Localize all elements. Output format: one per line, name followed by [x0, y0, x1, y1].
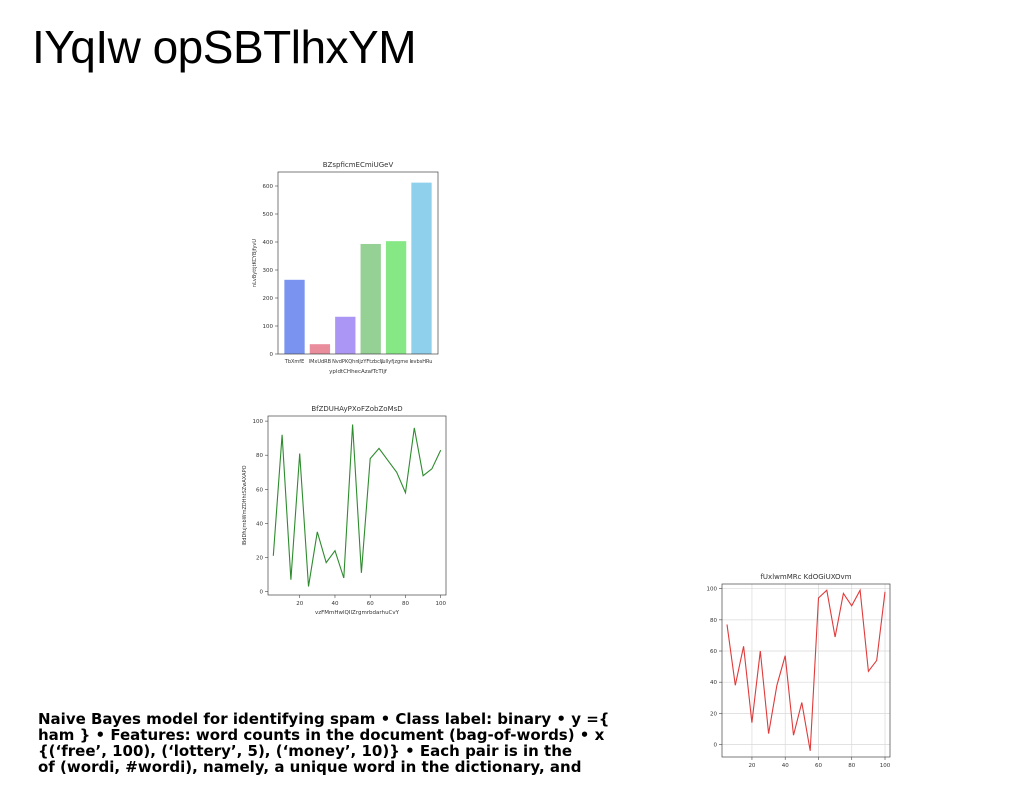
y-tick-label: 40 [256, 521, 263, 527]
bar [385, 241, 407, 354]
x-tick-label: 20 [748, 763, 755, 769]
y-tick-label: 100 [263, 324, 274, 330]
y-axis-label: lBdDfujmbWmZDHhtSZwAXAPO [242, 465, 248, 545]
body-line: {(‘free’, 100), (‘lottery’, 5), (‘money’… [38, 742, 573, 760]
x-tick-label: 40 [331, 601, 338, 607]
y-tick-label: 80 [710, 618, 717, 624]
bar [360, 243, 381, 354]
y-tick-label: 100 [253, 419, 264, 425]
x-tick-label: 20 [296, 601, 303, 607]
y-tick-label: 40 [710, 680, 717, 686]
body-line: ham } • Features: word counts in the doc… [38, 726, 605, 744]
y-tick-label: 400 [263, 240, 274, 246]
series-line [272, 424, 442, 587]
plot-frame [277, 171, 439, 355]
x-tick-label: 100 [880, 763, 891, 769]
bar [335, 316, 356, 354]
x-tick-label: jullyfjzgme I [380, 359, 411, 365]
y-tick-label: 500 [263, 212, 274, 218]
body-line: of (wordi, #wordi), namely, a unique wor… [38, 758, 582, 776]
red-line-chart: fUxlwmMRc KdOGiUXOvm 20 40 60 80 100 0 20 40 60 80… [690, 570, 905, 775]
slide-title: IYqIw opSBTlhxYM [32, 21, 417, 73]
y-tick-label: 100 [707, 587, 718, 593]
body-line: Naive Bayes model for identifying spam •… [38, 710, 610, 728]
x-tick-label: 100 [435, 601, 446, 607]
series-line [726, 588, 886, 751]
x-tick-label: TbXmfE [284, 359, 304, 365]
y-tick-label: 300 [263, 268, 274, 274]
plot-frame [721, 583, 891, 758]
chart-title: fUxlwmMRc KdOGiUXOvm [760, 573, 851, 581]
x-tick-label: NvdPKQhn [332, 359, 358, 365]
body-text: Naive Bayes model for identifying spam •… [38, 711, 658, 775]
y-tick-label: 600 [263, 184, 274, 190]
y-tick-label: 20 [256, 555, 263, 561]
x-tick-label: lMxUdRB [309, 359, 332, 365]
chart-title: BfZDUHAyPXoFZobZoMsD [311, 405, 402, 413]
y-tick-label: 0 [270, 352, 274, 358]
bar-chart: BZspficmECmiUGeV TbXmfE lMxUdRB NvdPKQhn Ijz… [230, 156, 460, 376]
x-tick-label: 60 [815, 763, 822, 769]
y-tick-label: 60 [256, 487, 263, 493]
green-line-chart-svg: BfZDUHAyPXoFZobZoMsD 20 40 60 80 100 0 20 40 60 80… [242, 405, 447, 616]
x-tick-label: 40 [782, 763, 789, 769]
bar-chart-svg: BZspficmECmiUGeV TbXmfE lMxUdRB NvdPKQhn Ijz… [252, 161, 439, 375]
x-tick-label: 80 [848, 763, 855, 769]
x-axis-label: vzFMmHwlQIlZrgmrbdarhuCvY [315, 610, 400, 616]
y-tick-label: 20 [710, 711, 717, 717]
green-line-chart: BfZDUHAyPXoFZobZoMsD 20 40 60 80 100 0 20 40 60 80… [230, 400, 460, 622]
y-tick-label: 200 [263, 296, 274, 302]
bar [284, 279, 305, 354]
x-tick-label: IjzYFtzbcU [358, 359, 384, 365]
x-tick-label: 80 [402, 601, 409, 607]
y-tick-label: 60 [710, 649, 717, 655]
y-tick-label: 0 [260, 590, 264, 596]
x-tick-label: evbsHRu [410, 359, 432, 365]
red-line-chart-svg: fUxlwmMRc KdOGiUXOvm 20 40 60 80 100 0 20 40 60 80… [707, 573, 891, 769]
y-tick-label: 80 [256, 453, 263, 459]
x-axis-label: ypldtCHhecAzafTcTIjf [329, 369, 388, 375]
y-axis-label: nLvByttjtKCYBjfyvU [252, 239, 258, 287]
bar [309, 344, 331, 354]
x-tick-label: 60 [367, 601, 374, 607]
y-tick-label: 0 [714, 743, 718, 749]
bar [411, 182, 432, 354]
chart-title: BZspficmECmiUGeV [323, 161, 394, 169]
plot-frame [267, 415, 447, 596]
